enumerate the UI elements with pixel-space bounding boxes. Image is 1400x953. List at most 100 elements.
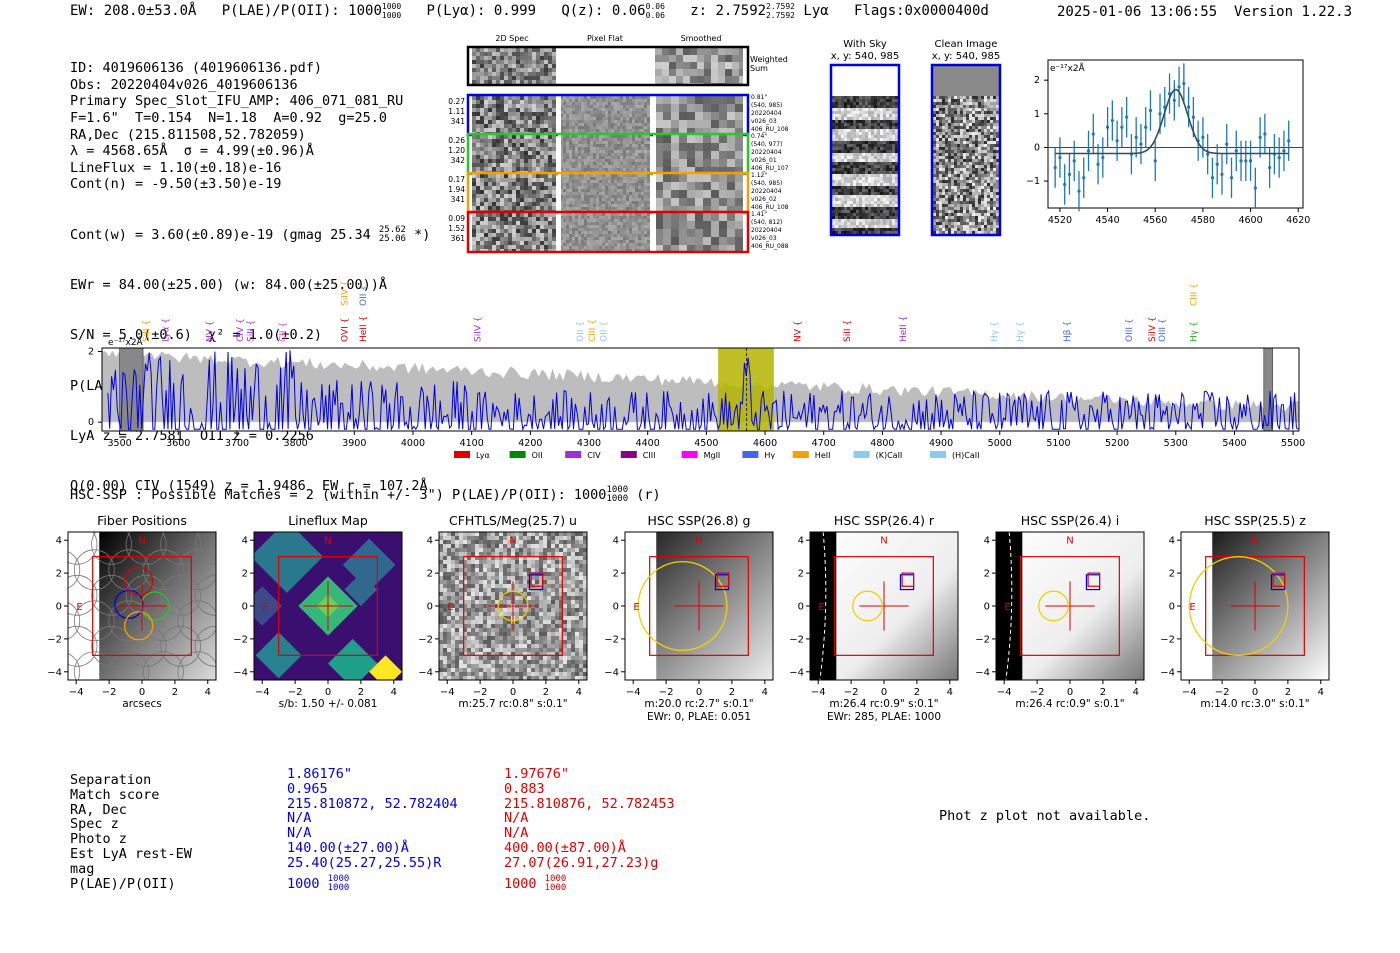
sky-pixel [847,105,850,108]
cutout-pixel [644,123,647,126]
sky-pixel [841,132,844,135]
cutout-pixel [480,190,484,194]
cutout-pixel [480,56,484,60]
sky-pixel [838,186,841,189]
sky-pixel [853,129,856,132]
clean-pixel [993,222,996,225]
sky-pixel [850,207,853,210]
clean-pixel [981,96,984,99]
cutout-pixel [679,182,687,190]
cutout-pixel [629,129,632,132]
cutout-pixel [697,69,704,76]
cutout-pixel [590,159,593,162]
cutout-pixel [516,194,520,198]
clean-pixel [945,225,948,228]
cutout-pixel [532,108,536,112]
cutout-pixel [480,76,484,80]
cutout-pixel [480,48,484,52]
cutout-pixel [476,143,480,147]
clean-pixel [939,174,942,177]
cutout-pixel [581,189,584,192]
cutout-pixel [587,183,590,186]
cutout-left-label: 1.20 [448,146,465,155]
cutout-pixel [599,207,602,210]
cutout-pixel [548,174,552,178]
cutout-pixel [587,249,590,251]
sky-pixel [856,138,859,141]
cutout-pixel [632,105,635,108]
clean-pixel [963,126,966,129]
sky-pixel [868,177,871,180]
cutout-pixel [655,62,662,69]
sky-pixel [835,195,838,198]
sky-pixel [853,174,856,177]
clean-pixel [960,222,963,225]
sky-pixel [862,156,865,159]
cutout-pixel [620,195,623,198]
sky-pixel [862,183,865,186]
clean-pixel [957,156,960,159]
cutout-pixel [626,117,629,120]
sky-pixel [853,132,856,135]
sky-pixel [847,123,850,126]
cutout-pixel [536,241,540,245]
clean-pixel [951,225,954,228]
cutout-pixel [593,225,596,228]
cutout-pixel [532,104,536,108]
cutout-pixel [614,243,617,246]
clean-pixel [954,213,957,216]
clean-pixel [996,150,999,153]
cutout-pixel [602,123,605,126]
clean-pixel [957,108,960,111]
clean-pixel [948,147,951,150]
sky-pixel [865,198,868,201]
cutout-pixel [602,162,605,165]
cutout-pixel [476,151,480,155]
cutout-pixel [480,60,484,64]
clean-pixel [948,177,951,180]
sky-pixel [871,195,874,198]
cutout-pixel [548,100,552,104]
cutout-pixel [566,219,569,222]
cutout-pixel [566,117,569,120]
cutout-pixel [629,243,632,246]
sky-pixel [892,171,895,174]
cutout-pixel [608,177,611,180]
clean-pixel [972,111,975,114]
cutout-pixel [512,190,516,194]
cutout-pixel [540,163,544,167]
cutout-pixel [476,135,480,139]
sky-pixel [859,111,862,114]
sky-pixel [847,141,850,144]
sky-pixel [847,135,850,138]
cutout-pixel [727,96,735,104]
cutout-pixel [516,120,520,124]
clean-pixel [993,174,996,177]
sky-pixel [874,186,877,189]
cutout-pixel [572,162,575,165]
sky-pixel [868,96,871,99]
cutout-pixel [695,237,703,245]
sky-pixel [874,96,877,99]
clean-pixel [939,132,942,135]
cutout-right-label: 406_RU_108 [751,126,789,133]
cutout-pixel [711,213,719,221]
cutout-pixel [635,195,638,198]
sky-pixel [859,105,862,108]
cutout-pixel [608,222,611,225]
cutout-pixel [578,174,581,177]
clean-pixel [981,207,984,210]
cutout-pixel [548,147,552,151]
sky-pixel [862,177,865,180]
sky-pixel [850,180,853,183]
cutout-pixel [626,150,629,153]
cutout-pixel [669,62,676,69]
cutout-pixel [488,233,492,237]
cutout-pixel [532,233,536,237]
clean-pixel [933,138,936,141]
clean-pixel [969,132,972,135]
cutout-pixel [644,108,647,111]
sky-pixel [883,213,886,216]
clean-pixel [945,216,948,219]
cutout-pixel [584,225,587,228]
